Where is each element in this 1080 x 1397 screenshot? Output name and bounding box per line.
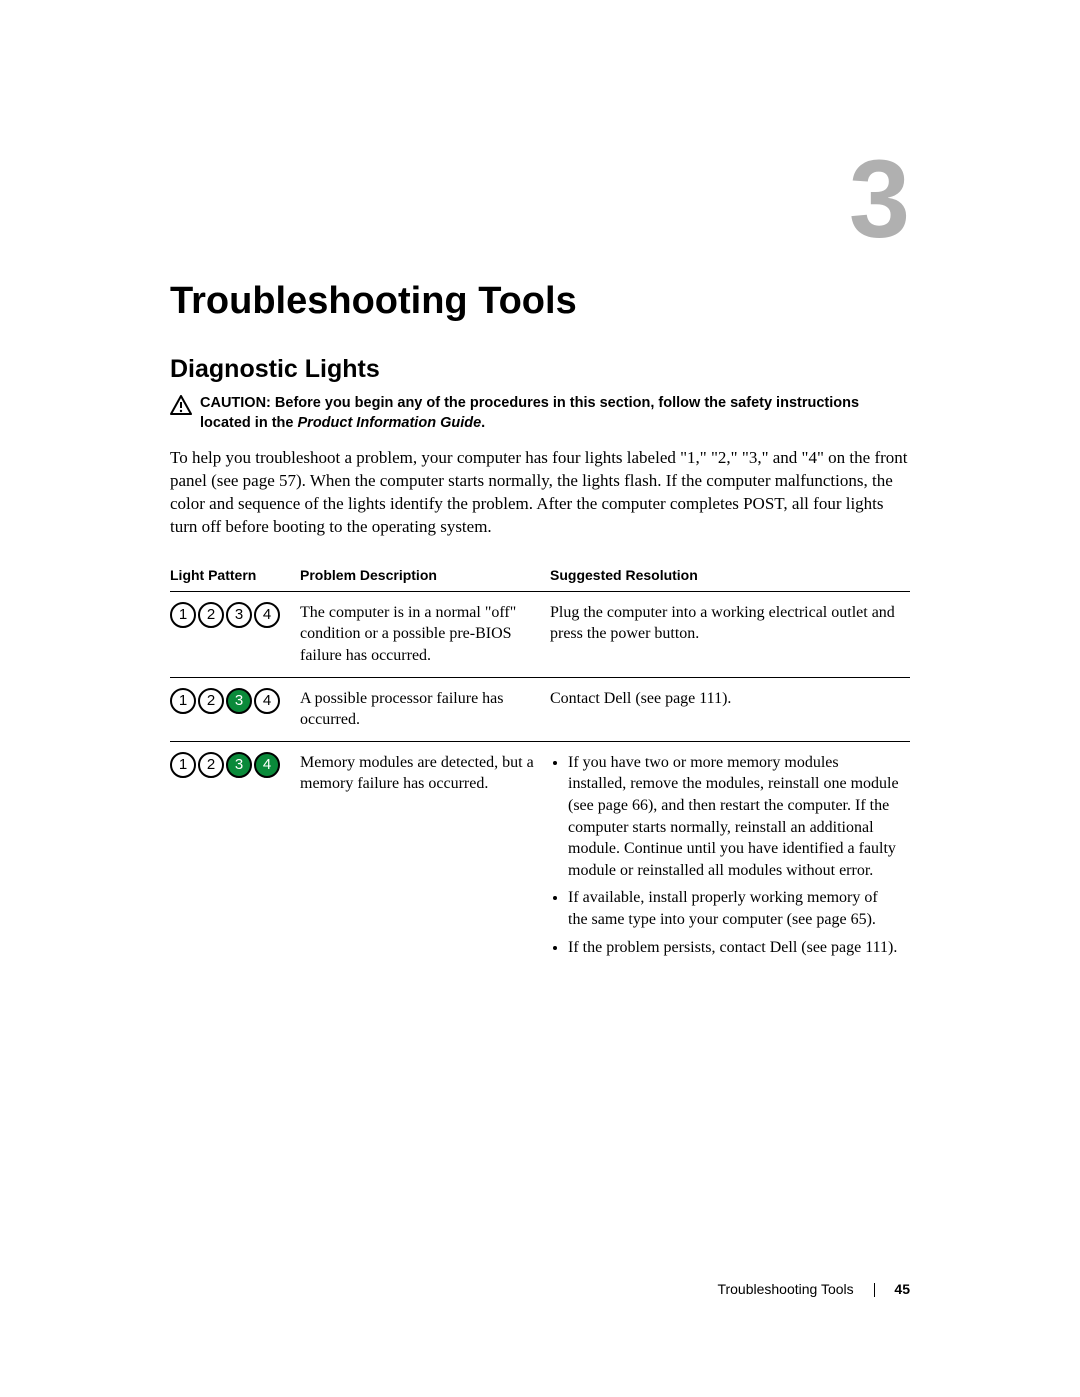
- caution-guide-title: Product Information Guide: [298, 415, 482, 431]
- resolution-list-item: If you have two or more memory modules i…: [568, 752, 900, 882]
- footer-section: Troubleshooting Tools: [717, 1281, 853, 1297]
- col-header-resolution: Suggested Resolution: [550, 561, 910, 592]
- diagnostic-light-icon: 4: [254, 602, 280, 628]
- resolution-cell: Contact Dell (see page 111).: [550, 677, 910, 741]
- diagnostic-lights-table: Light Pattern Problem Description Sugges…: [170, 561, 910, 974]
- problem-description-cell: The computer is in a normal "off" condit…: [300, 591, 550, 677]
- diagnostic-light-icon: 4: [254, 688, 280, 714]
- light-pattern-cell: 1234: [170, 677, 300, 741]
- diagnostic-light-icon: 3: [226, 688, 252, 714]
- resolution-list-item: If the problem persists, contact Dell (s…: [568, 937, 900, 959]
- footer-separator: [874, 1283, 875, 1297]
- intro-paragraph: To help you troubleshoot a problem, your…: [170, 447, 910, 539]
- resolution-cell: If you have two or more memory modules i…: [550, 741, 910, 974]
- diagnostic-light-icon: 3: [226, 602, 252, 628]
- diagnostic-light-icon: 2: [198, 602, 224, 628]
- light-pattern: 1234: [170, 752, 290, 778]
- diagnostic-light-icon: 2: [198, 752, 224, 778]
- caution-notice: CAUTION: Before you begin any of the pro…: [170, 394, 910, 433]
- chapter-number: 3: [849, 145, 910, 255]
- page-footer: Troubleshooting Tools 45: [717, 1281, 910, 1297]
- diagnostic-light-icon: 1: [170, 752, 196, 778]
- light-pattern-cell: 1234: [170, 591, 300, 677]
- diagnostic-light-icon: 1: [170, 688, 196, 714]
- problem-description-cell: A possible processor failure has occurre…: [300, 677, 550, 741]
- caution-label: CAUTION:: [200, 395, 271, 411]
- caution-icon: [170, 395, 192, 415]
- diagnostic-light-icon: 2: [198, 688, 224, 714]
- table-row: 1234 The computer is in a normal "off" co…: [170, 591, 910, 677]
- diagnostic-light-icon: 4: [254, 752, 280, 778]
- table-header-row: Light Pattern Problem Description Sugges…: [170, 561, 910, 592]
- col-header-problem: Problem Description: [300, 561, 550, 592]
- resolution-list: If you have two or more memory modules i…: [550, 752, 900, 958]
- footer-page-number: 45: [894, 1281, 910, 1297]
- col-header-light-pattern: Light Pattern: [170, 561, 300, 592]
- diagnostic-light-icon: 3: [226, 752, 252, 778]
- light-pattern-cell: 1234: [170, 741, 300, 974]
- page-title: Troubleshooting Tools: [170, 280, 910, 323]
- caution-body-2: .: [481, 415, 485, 431]
- problem-description-cell: Memory modules are detected, but a memor…: [300, 741, 550, 974]
- table-row: 1234 A possible processor failure has occ…: [170, 677, 910, 741]
- resolution-cell: Plug the computer into a working electri…: [550, 591, 910, 677]
- section-heading: Diagnostic Lights: [170, 355, 910, 384]
- light-pattern: 1234: [170, 602, 290, 628]
- caution-text: CAUTION: Before you begin any of the pro…: [200, 394, 910, 433]
- light-pattern: 1234: [170, 688, 290, 714]
- diagnostic-light-icon: 1: [170, 602, 196, 628]
- resolution-list-item: If available, install properly working m…: [568, 887, 900, 930]
- table-row: 1234 Memory modules are detected, but a m…: [170, 741, 910, 974]
